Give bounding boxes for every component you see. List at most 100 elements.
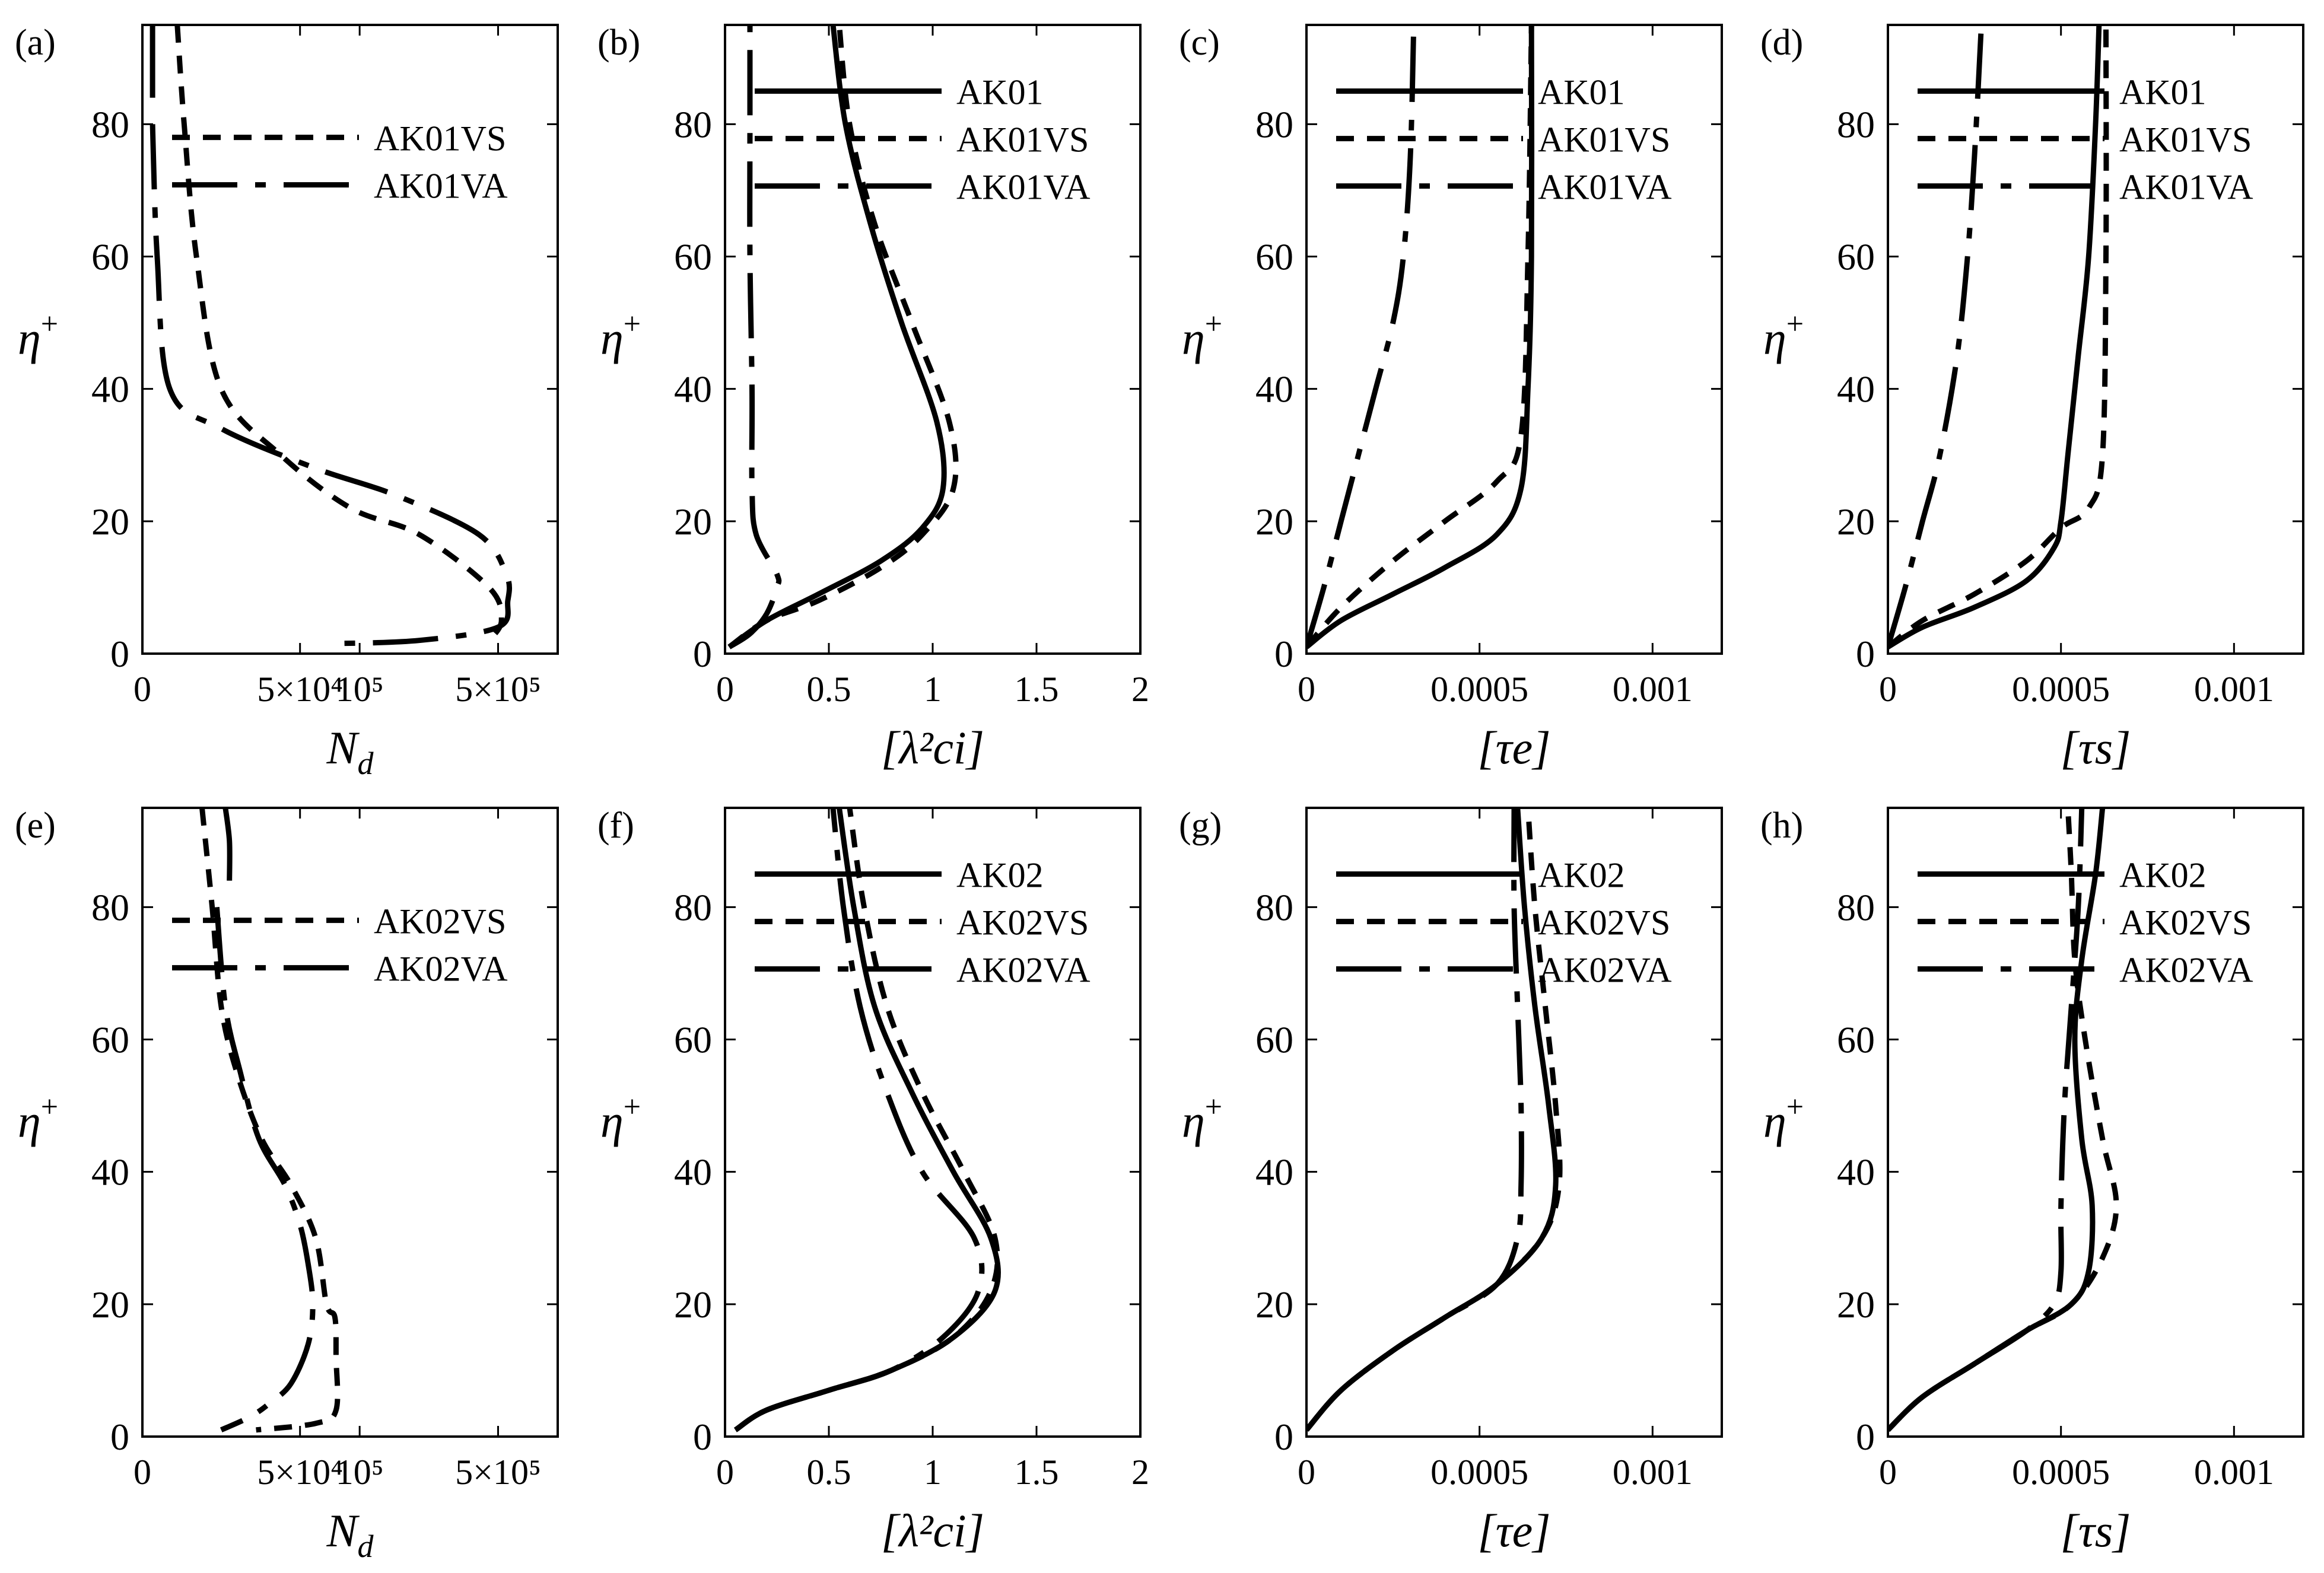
y-tick-label: 20 [674,501,712,543]
plot-frame [141,807,559,1438]
y-axis-label-symbol: η [18,1096,41,1147]
legend-label-AK01VS: AK01VS [2119,120,2252,160]
x-tick-label: 0.001 [1613,1453,1693,1492]
y-tick-label: 0 [1856,1416,1875,1458]
y-axis-label-symbol: η [1182,313,1205,364]
y-tick-label: 40 [91,368,129,410]
panel-b: (b) 0 20 40 60 80 0 0.5 1 1.5 2 η+ [λ²ci] AK01 AK01VS A… [597,23,1149,773]
legend-label-AK01VA: AK01VA [1538,168,1672,207]
series-line-AK01 [1306,25,1535,649]
legend-label-AK02VS: AK02VS [374,902,506,941]
plot-frame [724,807,1142,1438]
y-tick-label: 0 [1274,633,1293,675]
panel-label: (d) [1760,23,1803,63]
series-line-AK01 [727,25,947,649]
series-line-AK01VA [727,25,782,649]
series-line-AK02 [733,808,1001,1432]
x-tick-label: 0.0005 [1430,670,1528,709]
y-tick-label: 80 [674,103,712,145]
y-tick-label: 60 [91,1019,129,1061]
x-axis-label: [λ²ci] [881,722,984,773]
y-tick-label: 40 [1837,368,1875,410]
x-tick-label: 1 [924,670,942,709]
x-tick-label: 5×10⁵ [455,670,541,709]
y-axis-label: η+ [18,307,58,364]
y-tick-label: 20 [674,1284,712,1326]
panel-label: (b) [597,23,640,63]
plot-frame [1305,24,1723,655]
x-tick-label: 2 [1131,670,1149,709]
y-axis-label-sup: + [624,1090,641,1124]
x-tick-label: 10⁵ [336,1453,384,1492]
curves [1306,25,1535,649]
y-tick-label: 40 [91,1151,129,1193]
y-tick-label: 0 [110,633,129,675]
series-line-AK02VA [1888,808,2085,1432]
x-tick-label: 0.0005 [2012,670,2110,709]
legend-label-AK02: AK02 [2119,856,2207,895]
y-tick-label: 40 [1255,1151,1293,1193]
series-line-AK02 [1888,808,2106,1432]
legend-label-AK01VS: AK01VS [1538,120,1670,160]
panel-label: (e) [15,805,56,846]
y-tick-label: 20 [1255,1284,1293,1326]
panel-h: (h) 0 20 40 60 80 0 0.0005 0.001 η+ [τs] AK02 AK02VS… [1760,805,2304,1556]
x-axis-label-main: N [326,1505,360,1556]
y-tick-label: 80 [91,886,129,928]
x-tick-label: 0 [716,1453,734,1492]
legend-label-AK02VA: AK02VA [2119,951,2253,990]
panel-label: (f) [597,805,634,846]
x-axis-label: [λ²ci] [881,1505,984,1556]
x-axis-label-sub: d [358,746,374,781]
legend-label-AK01VA: AK01VA [2119,168,2253,207]
y-tick-label: 60 [1837,1019,1875,1061]
y-axis-label: η+ [1182,1090,1222,1147]
y-tick-label: 40 [1837,1151,1875,1193]
y-axis-label-symbol: η [1182,1096,1205,1147]
plot-frame [1887,24,2304,655]
y-axis-label-symbol: η [600,313,624,364]
panel-d: (d) 0 20 40 60 80 0 0.0005 0.001 η+ [τs] AK01 AK01VS… [1760,23,2304,773]
legend-label-AK02VS: AK02VS [956,903,1089,942]
y-axis-label: η+ [18,1090,58,1147]
x-axis-label-main: [τs] [2061,722,2131,773]
legend-label-AK02VA: AK02VA [956,951,1091,990]
x-tick-label: 0 [1879,670,1897,709]
y-axis-label-symbol: η [1763,313,1786,364]
panel-f: (f) 0 20 40 60 80 0 0.5 1 1.5 2 η+ [λ²ci] AK02 AK02VS A… [597,805,1149,1556]
panel-label: (g) [1179,805,1222,846]
x-tick-label: 0 [133,1453,151,1492]
y-axis-label: η+ [1763,307,1804,364]
y-tick-label: 80 [1837,103,1875,145]
series-line-AK02VS [199,808,341,1433]
y-tick-label: 60 [1255,1019,1293,1061]
y-axis-label-symbol: η [600,1096,624,1147]
legend-label-AK02: AK02 [956,856,1044,895]
x-tick-label: 10⁵ [336,670,384,709]
x-axis-label: [τe] [1477,722,1550,773]
series-line-AK02VS [733,808,1000,1432]
series-line-AK02VA [733,808,985,1432]
series-line-AK01VS [174,25,504,642]
legend-label-AK02VS: AK02VS [2119,903,2252,942]
panel-label: (h) [1760,805,1803,846]
legend-label-AK01VA: AK01VA [374,167,508,206]
y-tick-label: 20 [91,501,129,543]
x-axis-label-main: [τs] [2061,1505,2131,1556]
series-line-AK01VA [1306,25,1417,648]
x-tick-label: 0.0005 [1430,1453,1528,1492]
curves [199,808,341,1433]
series-line-AK01VS [1888,25,2109,649]
series-line-AK01VA [1888,25,1984,648]
legend-label-AK02VS: AK02VS [1538,903,1670,942]
panel-label: (c) [1179,23,1220,63]
series-line-AK02VS [1306,808,1563,1432]
x-tick-label: 5×10⁴ [257,670,343,709]
series-line-AK01VS [727,25,959,649]
y-tick-label: 80 [1255,886,1293,928]
x-tick-label: 0.001 [2194,1453,2274,1492]
y-tick-label: 60 [91,236,129,278]
curves [1306,808,1563,1432]
x-axis-label-main: [λ²ci] [881,722,984,773]
x-tick-label: 0 [1298,1453,1315,1492]
